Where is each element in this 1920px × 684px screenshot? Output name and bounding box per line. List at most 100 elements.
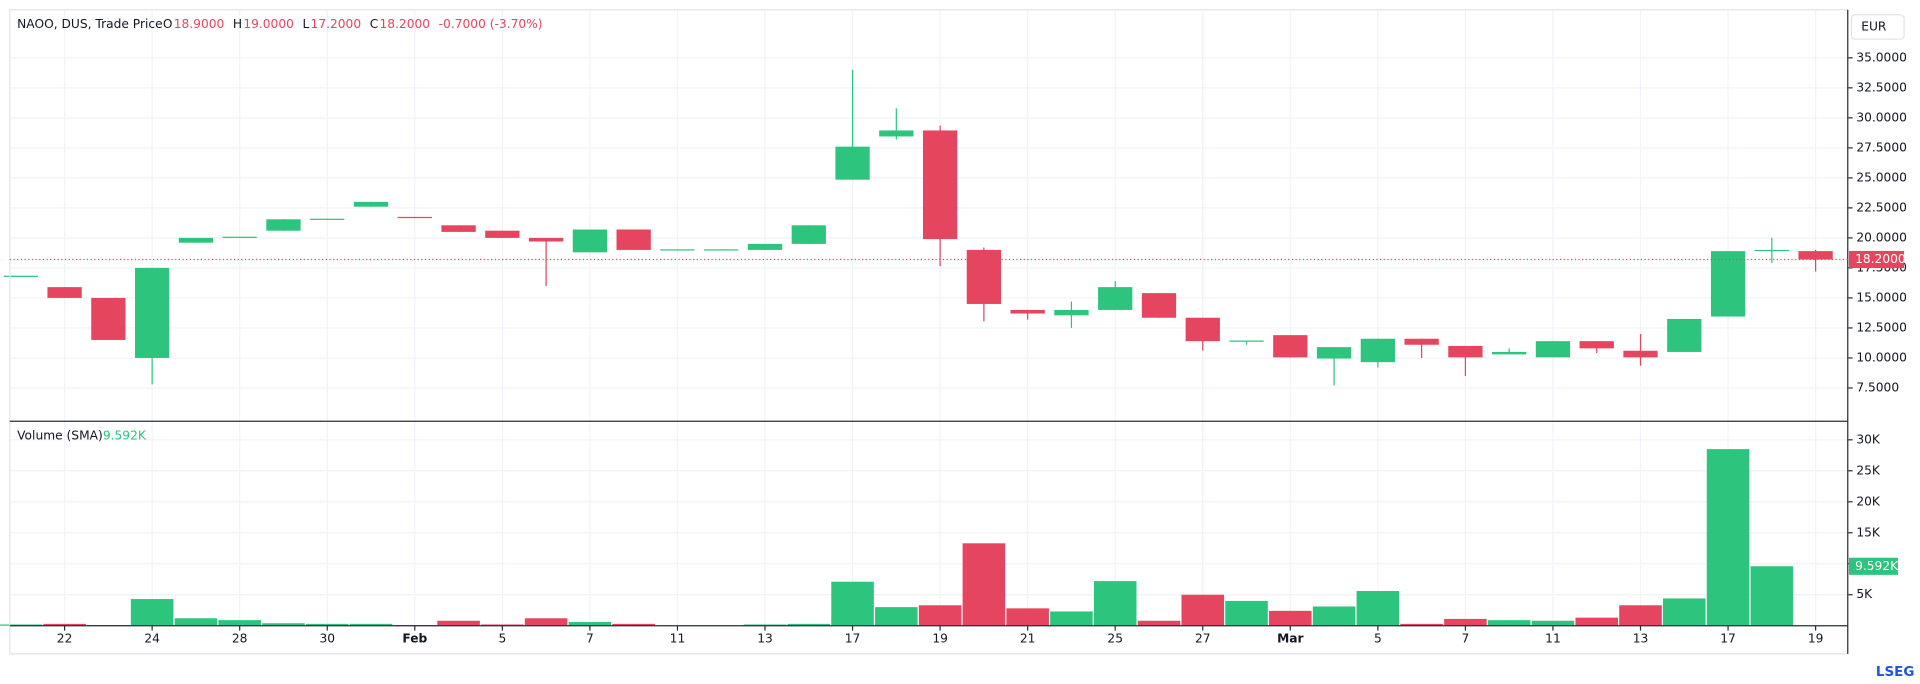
x-tick-label: 5 (1374, 632, 1382, 646)
candle-body (441, 225, 476, 232)
candle-body (879, 130, 914, 137)
last-price-label: 18.2000 (1855, 252, 1906, 266)
currency[interactable]: EUR (1861, 19, 1887, 33)
candle-body (1667, 318, 1702, 352)
volume-bar (1225, 600, 1268, 626)
volume-bar (0, 624, 43, 626)
candle-body (135, 267, 170, 358)
y-tick-label: 15.0000 (1856, 290, 1907, 304)
candle-body (835, 146, 870, 180)
volume-bar (875, 607, 918, 626)
candle-body (485, 230, 520, 238)
volume-bar (787, 623, 831, 626)
candle-body (1754, 249, 1789, 252)
ohlc-label: H (233, 17, 242, 31)
volume-bar (481, 624, 524, 626)
y-tick-label: 25.0000 (1856, 170, 1907, 184)
y-tick-label: 30.0000 (1856, 110, 1907, 124)
ohlc-label: L (302, 17, 309, 31)
volume-bar (1400, 623, 1443, 626)
volume-value: 9.592K (103, 428, 147, 442)
ohlc-value: 17.2000 (311, 17, 362, 31)
currency-box[interactable] (1850, 14, 1905, 40)
candle-body (1448, 345, 1483, 358)
candle-body (1535, 341, 1571, 358)
candle-body (178, 237, 214, 243)
candle-body (1623, 350, 1658, 358)
candle-body (310, 218, 345, 220)
x-tick-label: 7 (1462, 632, 1470, 646)
volume-bar (1006, 608, 1049, 626)
volume-bar (437, 620, 480, 626)
y-tick-label: 15K (1856, 525, 1881, 539)
candle-body (47, 287, 82, 298)
x-tick-label: 11 (670, 632, 686, 646)
x-tick-label: Mar (1277, 632, 1303, 646)
x-tick-label: 19 (1808, 632, 1824, 646)
candle-body (1492, 351, 1527, 355)
candle-body (353, 201, 389, 207)
x-tick-label: 21 (1020, 632, 1036, 646)
ohlc-legend: O 18.9000 H 19.0000 L 17.2000 C 18.2000 -0.7000 … (163, 17, 543, 31)
candle-body (1710, 251, 1746, 317)
candle-body (1273, 335, 1308, 358)
candle-body (266, 219, 301, 231)
candle-body (572, 229, 608, 253)
volume-bar (305, 623, 349, 626)
y-tick-label: 20.0000 (1856, 230, 1907, 244)
y-tick-label: 10.0000 (1856, 350, 1907, 364)
volume-bar (43, 623, 86, 626)
last-price-tag (1848, 250, 1905, 269)
volume-title: Volume (SMA) (17, 428, 103, 442)
ohlc-label: C (370, 17, 379, 31)
change: -0.7000 (-3.70%) (439, 17, 543, 31)
volume-bar (349, 623, 393, 626)
volume-bar (174, 618, 218, 626)
volume-bar (1269, 610, 1312, 626)
candle-body (966, 249, 1002, 304)
candle-body (922, 130, 958, 240)
volume-bar (1181, 594, 1225, 626)
volume-bar (1706, 449, 1750, 626)
candle-body (1054, 309, 1089, 316)
x-tick-label: 17 (845, 632, 861, 646)
x-tick-label: 19 (932, 632, 948, 646)
volume-bar (1487, 620, 1531, 626)
volume-bar (1050, 611, 1093, 626)
volume-bar (1750, 566, 1794, 626)
candle-body (791, 225, 826, 244)
x-tick-label: 27 (1195, 632, 1211, 646)
x-tick-label: 13 (1633, 632, 1649, 646)
y-tick-label: 20K (1856, 494, 1881, 508)
candle-body (397, 216, 432, 219)
volume-bar (262, 623, 305, 626)
x-tick-label: 7 (586, 632, 594, 646)
grid: 22 24 28 30 Feb 5 7 11 13 17 19 21 25 27 Mar 5 7 11 13 17 19… (9, 9, 1907, 646)
candle-body (616, 229, 651, 250)
volume-bar (1137, 620, 1181, 626)
candle-body (1798, 251, 1833, 260)
ohlc-value: 18.2000 (379, 17, 430, 31)
candle-body (1010, 309, 1045, 314)
candle-body (1360, 338, 1395, 363)
symbol: NAOO, DUS, Trade Price (17, 17, 163, 31)
candle-body (1579, 341, 1614, 349)
volume-bar (1619, 605, 1662, 626)
x-tick-label: Feb (402, 632, 427, 646)
ohlc-value: 19.0000 (243, 17, 294, 31)
x-tick-label: 28 (232, 632, 248, 646)
x-tick-label: 11 (1545, 632, 1561, 646)
volume-bar (130, 599, 174, 626)
volume-bar (1575, 617, 1619, 626)
volume-bar (1531, 620, 1575, 626)
y-tick-label: 32.5000 (1856, 80, 1907, 94)
volume-tag-label: 9.592K (1855, 559, 1899, 573)
marks (0, 69, 1833, 626)
candle-body (704, 249, 739, 251)
volume-bar (612, 623, 655, 626)
logo: LSEG (1876, 665, 1915, 680)
candle-body (91, 297, 126, 340)
volume-bar (1356, 591, 1400, 626)
